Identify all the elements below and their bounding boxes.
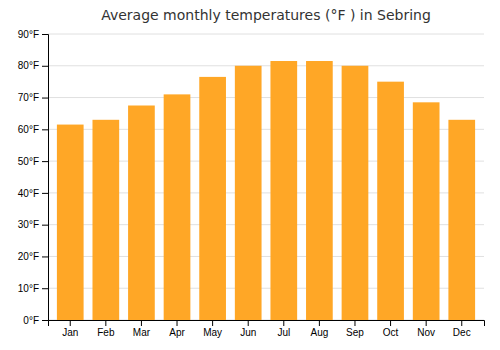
y-tick-label: 30°F xyxy=(18,219,39,230)
x-tick-mark xyxy=(105,320,106,326)
bar xyxy=(199,77,226,320)
y-tick-mark xyxy=(42,161,48,162)
title: Average monthly temperatures (°F ) in Se… xyxy=(101,7,431,23)
x-tick: Nov xyxy=(417,320,435,338)
grid-line xyxy=(48,65,484,66)
y-tick-label: 10°F xyxy=(18,283,39,294)
x-tick-mark xyxy=(426,320,427,326)
x-tick: Jun xyxy=(240,320,256,338)
x-tick-mark xyxy=(461,320,462,326)
y-tick-label: 80°F xyxy=(18,60,39,71)
bar xyxy=(235,66,262,320)
x-tick: Jul xyxy=(277,320,290,338)
x-tick: Feb xyxy=(97,320,115,338)
bar xyxy=(413,102,440,320)
y-tick: 40°F xyxy=(18,188,48,199)
x-tick: Dec xyxy=(453,320,471,338)
bar xyxy=(448,120,475,320)
y-tick-label: 40°F xyxy=(18,188,39,199)
bar xyxy=(306,61,333,320)
x-axis: Jan Feb Mar Apr May Jun Jul Aug Sep Oct Nov Dec xyxy=(49,320,485,338)
y-tick: 20°F xyxy=(18,251,48,262)
x-tick-mark xyxy=(354,320,355,326)
y-axis: 0°F 10°F 20°F 30°F 40°F 50°F 60°F 70°F 80°F 90°F xyxy=(18,29,49,326)
y-tick-label: 70°F xyxy=(18,92,39,103)
grid xyxy=(48,34,484,320)
x-tick-mark xyxy=(283,320,284,326)
y-tick: 0°F xyxy=(23,315,48,326)
y-tick-mark xyxy=(42,193,48,194)
y-tick-label: 0°F xyxy=(23,315,39,326)
y-tick: 10°F xyxy=(18,283,48,294)
bars xyxy=(57,61,475,320)
chart: Jan Feb Mar Apr May Jun Jul Aug Sep Oct Nov Dec 0°F 1… xyxy=(0,0,500,350)
y-tick-label: 90°F xyxy=(18,29,39,40)
y-tick: 80°F xyxy=(18,60,48,71)
x-tick-mark xyxy=(177,320,178,326)
x-tick-label: Jul xyxy=(277,327,290,338)
y-tick-label: 50°F xyxy=(18,156,39,167)
y-tick-mark xyxy=(42,288,48,289)
bar xyxy=(342,66,369,320)
x-tick-label: Oct xyxy=(383,327,399,338)
y-tick-mark xyxy=(42,34,48,35)
y-tick: 50°F xyxy=(18,156,48,167)
x-tick: Oct xyxy=(383,320,399,338)
axis-line xyxy=(42,35,49,321)
x-tick-mark xyxy=(319,320,320,326)
x-tick-label: Sep xyxy=(346,327,364,338)
x-tick-mark xyxy=(248,320,249,326)
bar xyxy=(270,61,297,320)
bar xyxy=(57,125,84,320)
x-tick-mark xyxy=(141,320,142,326)
y-tick-label: 60°F xyxy=(18,124,39,135)
x-tick-label: Apr xyxy=(169,327,185,338)
x-tick-label: Jan xyxy=(62,327,78,338)
y-tick-mark xyxy=(42,256,48,257)
y-tick-mark xyxy=(42,320,48,321)
x-tick: May xyxy=(203,320,222,338)
y-tick: 60°F xyxy=(18,124,48,135)
grid-line xyxy=(48,34,484,35)
x-tick: Mar xyxy=(133,320,151,338)
x-tick-label: Dec xyxy=(453,327,471,338)
y-tick-label: 20°F xyxy=(18,251,39,262)
bar xyxy=(128,106,155,321)
x-tick-label: Aug xyxy=(310,327,328,338)
x-tick: Sep xyxy=(346,320,364,338)
bar xyxy=(164,94,191,320)
y-tick-mark xyxy=(42,225,48,226)
x-tick: Apr xyxy=(169,320,185,338)
grid-line xyxy=(48,97,484,98)
x-tick-label: Feb xyxy=(97,327,115,338)
x-tick: Aug xyxy=(310,320,328,338)
x-tick-label: Nov xyxy=(417,327,435,338)
y-tick: 70°F xyxy=(18,92,48,103)
x-tick: Jan xyxy=(62,320,78,338)
axis-line xyxy=(49,321,485,327)
x-tick-label: May xyxy=(203,327,222,338)
y-tick-mark xyxy=(42,98,48,99)
x-tick-mark xyxy=(390,320,391,326)
y-tick: 90°F xyxy=(18,29,48,40)
y-tick-mark xyxy=(42,129,48,130)
x-tick-label: Mar xyxy=(133,327,151,338)
y-tick: 30°F xyxy=(18,219,48,230)
bar xyxy=(92,120,119,320)
x-tick-mark xyxy=(212,320,213,326)
bar xyxy=(377,82,404,320)
x-tick-mark xyxy=(70,320,71,326)
plot: Jan Feb Mar Apr May Jun Jul Aug Sep Oct Nov Dec 0°F 1… xyxy=(18,29,485,338)
y-tick-mark xyxy=(42,66,48,67)
x-tick-label: Jun xyxy=(240,327,256,338)
